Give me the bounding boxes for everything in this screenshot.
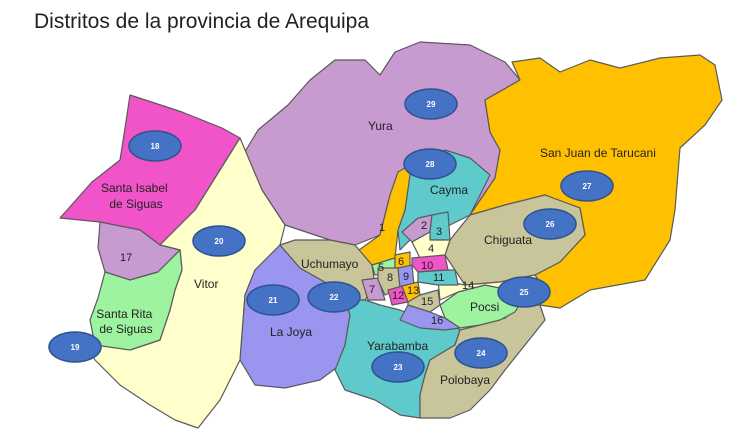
label-santa-isabel-line1: Santa Isabel bbox=[101, 181, 168, 195]
label-yura: Yura bbox=[368, 119, 393, 133]
badge-25-text: 25 bbox=[520, 288, 529, 297]
label-district-14: 14 bbox=[462, 280, 474, 292]
badge-29[interactable]: 29 bbox=[404, 88, 458, 120]
label-district-3: 3 bbox=[436, 226, 442, 238]
badge-26[interactable]: 26 bbox=[523, 208, 577, 240]
badge-24-text: 24 bbox=[477, 349, 486, 358]
badge-18-text: 18 bbox=[151, 142, 160, 151]
label-district-9: 9 bbox=[403, 271, 409, 283]
label-vitor: Vitor bbox=[194, 277, 218, 291]
badge-19[interactable]: 19 bbox=[48, 331, 102, 363]
badge-21-text: 21 bbox=[269, 296, 278, 305]
badge-20[interactable]: 20 bbox=[192, 225, 246, 257]
badge-18[interactable]: 18 bbox=[128, 130, 182, 162]
label-santa-rita-line2: de Siguas bbox=[99, 322, 152, 336]
badge-26-text: 26 bbox=[546, 220, 555, 229]
badge-23[interactable]: 23 bbox=[371, 351, 425, 383]
label-polobaya: Polobaya bbox=[440, 373, 490, 387]
label-district-6: 6 bbox=[398, 256, 404, 268]
label-district-13: 13 bbox=[407, 285, 419, 297]
region-santa-rita-de-siguas[interactable] bbox=[89, 249, 183, 351]
label-district-15: 15 bbox=[421, 296, 433, 308]
label-district-16: 16 bbox=[431, 315, 443, 327]
map-title: Distritos de la provincia de Arequipa bbox=[34, 10, 370, 33]
label-yarabamba: Yarabamba bbox=[367, 339, 428, 353]
label-pocsi: Pocsi bbox=[470, 300, 499, 314]
badge-23-text: 23 bbox=[394, 363, 403, 372]
label-santa-isabel-de-siguas: Santa Isabel de Siguas bbox=[101, 181, 171, 211]
badge-28-text: 28 bbox=[426, 160, 435, 169]
label-district-17: 17 bbox=[120, 252, 132, 264]
badge-22-text: 22 bbox=[330, 293, 339, 302]
badge-27[interactable]: 27 bbox=[560, 170, 614, 202]
label-santa-rita-line1: Santa Rita bbox=[96, 307, 152, 321]
label-district-10: 10 bbox=[421, 260, 433, 272]
label-district-11: 11 bbox=[433, 272, 444, 284]
label-santa-isabel-line2: de Siguas bbox=[109, 197, 162, 211]
badge-25[interactable]: 25 bbox=[497, 276, 551, 308]
label-district-12: 12 bbox=[392, 290, 404, 302]
region-16[interactable] bbox=[399, 304, 461, 331]
badge-28[interactable]: 28 bbox=[403, 148, 457, 180]
badge-24[interactable]: 24 bbox=[454, 337, 508, 369]
label-district-7: 7 bbox=[369, 284, 375, 296]
label-uchumayo: Uchumayo bbox=[301, 257, 359, 271]
badge-19-text: 19 bbox=[71, 343, 80, 352]
badge-27-text: 27 bbox=[583, 182, 592, 191]
badge-21[interactable]: 21 bbox=[246, 284, 300, 316]
badge-20-text: 20 bbox=[215, 237, 224, 246]
badge-29-text: 29 bbox=[427, 100, 436, 109]
label-cayma: Cayma bbox=[430, 183, 468, 197]
region-15[interactable] bbox=[407, 289, 441, 313]
label-district-8: 8 bbox=[387, 272, 393, 284]
label-district-1: 1 bbox=[379, 222, 385, 234]
label-san-juan-de-tarucani: San Juan de Tarucani bbox=[540, 146, 656, 160]
label-chiguata: Chiguata bbox=[484, 233, 532, 247]
badge-22[interactable]: 22 bbox=[307, 281, 361, 313]
label-district-2: 2 bbox=[421, 220, 427, 232]
label-district-5: 5 bbox=[378, 262, 384, 274]
label-santa-rita-de-siguas: Santa Rita de Siguas bbox=[96, 307, 155, 336]
label-la-joya: La Joya bbox=[270, 325, 312, 339]
label-district-4: 4 bbox=[428, 243, 434, 255]
